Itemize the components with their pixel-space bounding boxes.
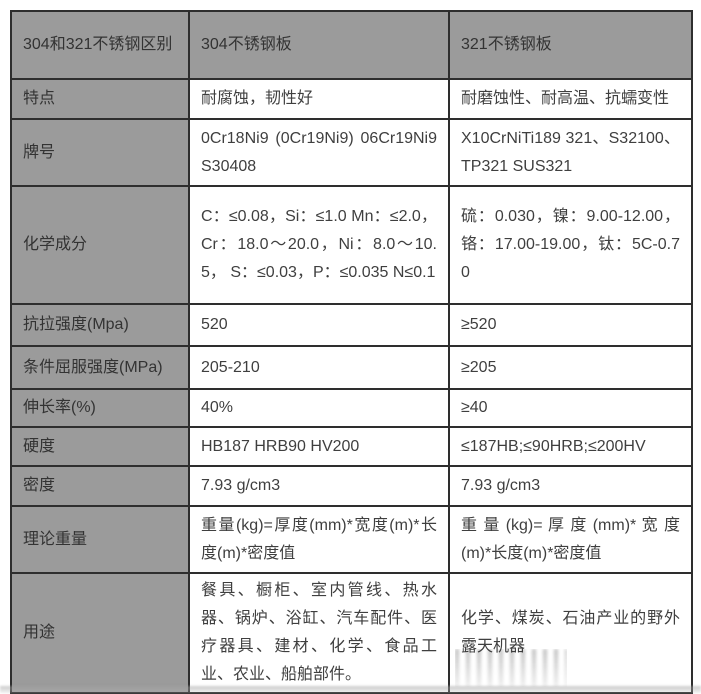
table-header-row: 304和321不锈钢区别 304不锈钢板 321不锈钢板 bbox=[10, 10, 693, 80]
cell-304: C：≤0.08，Si：≤1.0 Mn：≤2.0， Cr：18.0～20.0，Ni… bbox=[188, 185, 450, 305]
cell-321: 耐磨蚀性、耐高温、抗蠕变性 bbox=[448, 78, 693, 120]
header-cell-304: 304不锈钢板 bbox=[188, 10, 450, 80]
row-label: 密度 bbox=[10, 465, 190, 507]
cell-321: X10CrNiTi189 321、S32100、TP321 SUS321 bbox=[448, 118, 693, 187]
table-row-theoretical-weight: 理论重量 重量(kg)=厚度(mm)*宽度(m)*长度(m)*密度值 重 量 (… bbox=[10, 505, 693, 574]
cell-304: 0Cr18Ni9 (0Cr19Ni9) 06Cr19Ni9 S30408 bbox=[188, 118, 450, 187]
row-label: 伸长率(%) bbox=[10, 388, 190, 428]
table-row-tensile-strength: 抗拉强度(Mpa) 520 ≥520 bbox=[10, 303, 693, 347]
row-label: 化学成分 bbox=[10, 185, 190, 305]
table-row-features: 特点 耐腐蚀，韧性好 耐磨蚀性、耐高温、抗蠕变性 bbox=[10, 78, 693, 120]
cell-321: 7.93 g/cm3 bbox=[448, 465, 693, 507]
header-cell-321: 321不锈钢板 bbox=[448, 10, 693, 80]
cell-304: 餐具、橱柜、室内管线、热水器、锅炉、浴缸、汽车配件、医疗器具、建材、化学、食品工… bbox=[188, 572, 450, 694]
table-row-density: 密度 7.93 g/cm3 7.93 g/cm3 bbox=[10, 465, 693, 507]
row-label: 抗拉强度(Mpa) bbox=[10, 303, 190, 347]
row-label: 硬度 bbox=[10, 426, 190, 467]
cell-321: ≥205 bbox=[448, 345, 693, 390]
row-label: 用途 bbox=[10, 572, 190, 694]
row-label: 理论重量 bbox=[10, 505, 190, 574]
row-label: 条件屈服强度(MPa) bbox=[10, 345, 190, 390]
cell-321: ≥40 bbox=[448, 388, 693, 428]
cell-321: 硫：0.030，镍：9.00-12.00，铬：17.00-19.00，钛：5C-… bbox=[448, 185, 693, 305]
cell-321: ≤187HB;≤90HRB;≤200HV bbox=[448, 426, 693, 467]
cell-304: 520 bbox=[188, 303, 450, 347]
table-row-yield-strength: 条件屈服强度(MPa) 205-210 ≥205 bbox=[10, 345, 693, 390]
table-row-applications: 用途 餐具、橱柜、室内管线、热水器、锅炉、浴缸、汽车配件、医疗器具、建材、化学、… bbox=[10, 572, 693, 694]
cell-304: 205-210 bbox=[188, 345, 450, 390]
cell-304: 耐腐蚀，韧性好 bbox=[188, 78, 450, 120]
cell-321: 重 量 (kg)= 厚 度 (mm)* 宽 度 (m)*长度(m)*密度值 bbox=[448, 505, 693, 574]
table-row-elongation: 伸长率(%) 40% ≥40 bbox=[10, 388, 693, 428]
table-row-grade: 牌号 0Cr18Ni9 (0Cr19Ni9) 06Cr19Ni9 S30408 … bbox=[10, 118, 693, 187]
row-label: 牌号 bbox=[10, 118, 190, 187]
cell-304: 40% bbox=[188, 388, 450, 428]
steel-comparison-table: 304和321不锈钢区别 304不锈钢板 321不锈钢板 特点 耐腐蚀，韧性好 … bbox=[10, 10, 693, 694]
cell-304: 7.93 g/cm3 bbox=[188, 465, 450, 507]
cell-321: ≥520 bbox=[448, 303, 693, 347]
cell-304: 重量(kg)=厚度(mm)*宽度(m)*长度(m)*密度值 bbox=[188, 505, 450, 574]
cell-321: 化学、煤炭、石油产业的野外露天机器 bbox=[448, 572, 693, 694]
table-row-chemical-composition: 化学成分 C：≤0.08，Si：≤1.0 Mn：≤2.0， Cr：18.0～20… bbox=[10, 185, 693, 305]
cell-304: HB187 HRB90 HV200 bbox=[188, 426, 450, 467]
row-label: 特点 bbox=[10, 78, 190, 120]
header-cell-category: 304和321不锈钢区别 bbox=[10, 10, 190, 80]
table-row-hardness: 硬度 HB187 HRB90 HV200 ≤187HB;≤90HRB;≤200H… bbox=[10, 426, 693, 467]
